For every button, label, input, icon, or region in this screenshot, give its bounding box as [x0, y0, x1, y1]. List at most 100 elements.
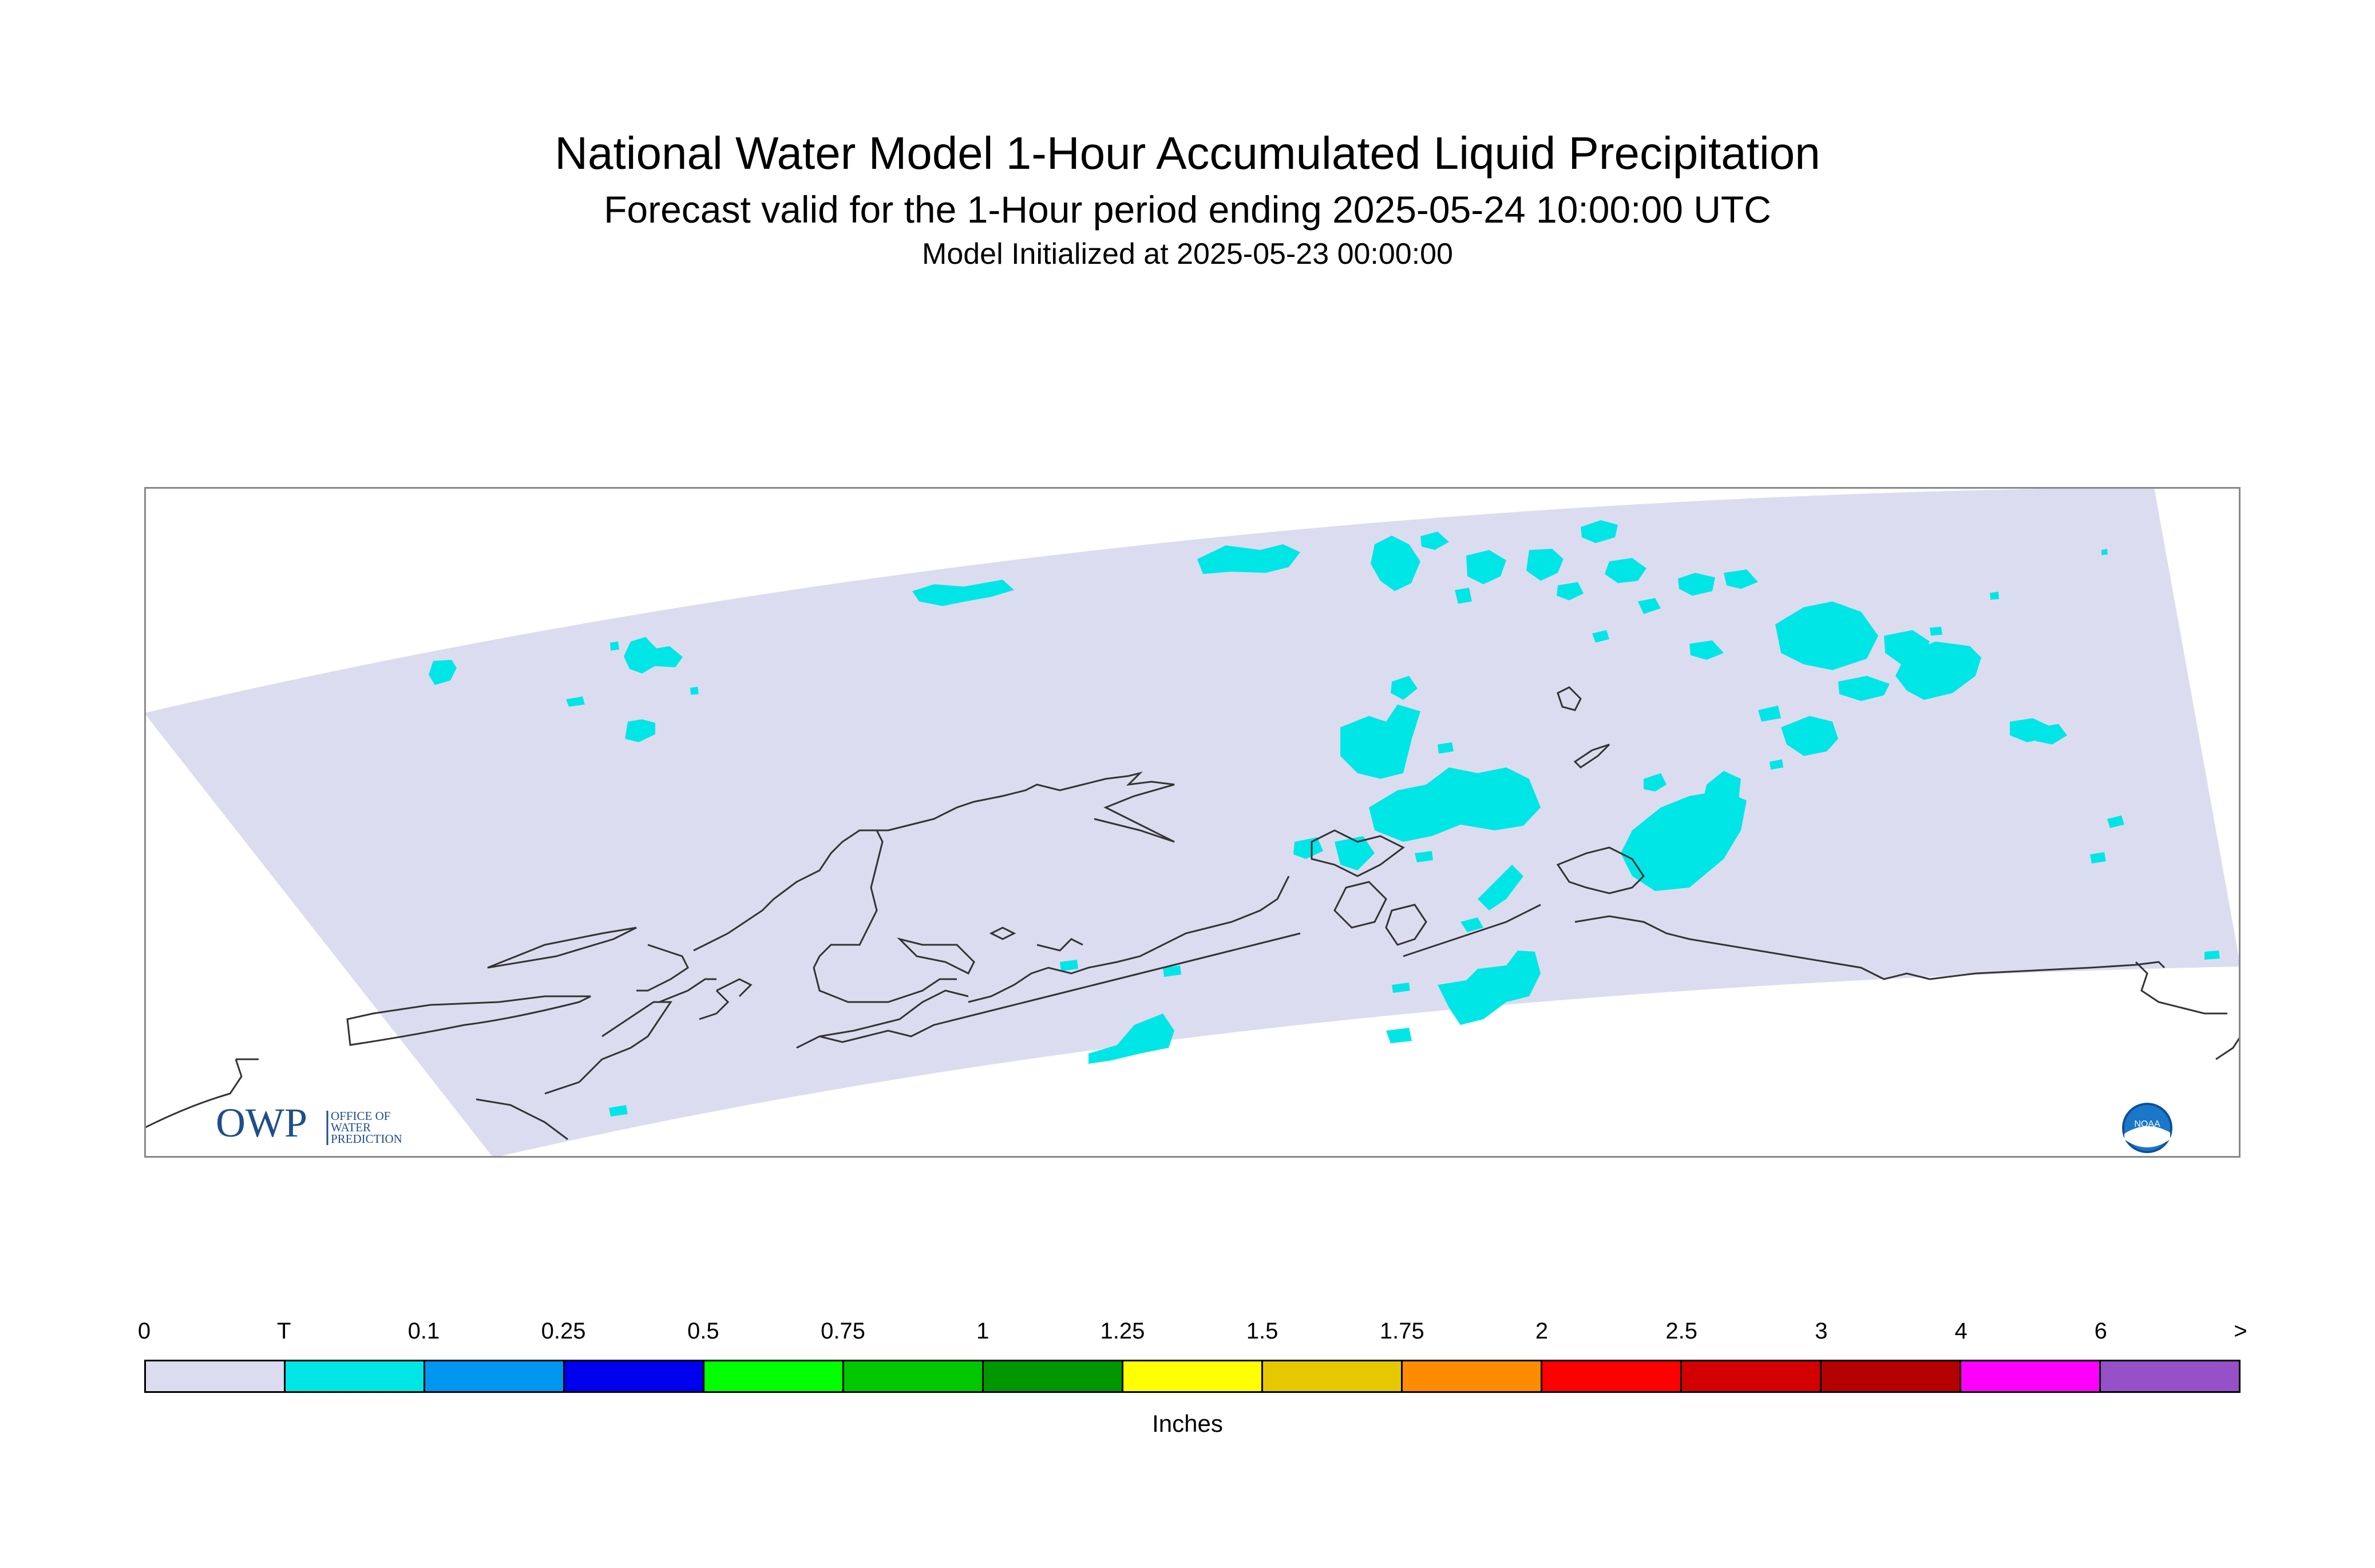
- legend-swatch: [565, 1361, 704, 1391]
- precip-cell: [1371, 536, 1420, 591]
- precip-cell: [1621, 790, 1747, 891]
- precip-cell: [1838, 676, 1890, 701]
- coastline: [1556, 846, 1645, 894]
- precip-cell: [624, 637, 683, 674]
- legend-tick-label: 2.5: [1665, 1318, 1697, 1344]
- coastline: [693, 771, 1175, 952]
- legend-tick-label: T: [276, 1318, 291, 1344]
- coastline: [476, 1098, 568, 1141]
- precip-cell: [1758, 706, 1781, 722]
- legend-swatch: [425, 1361, 565, 1391]
- coastline: [699, 989, 730, 1020]
- legend-tick-label: 3: [1815, 1318, 1828, 1344]
- precipitation-map: OWP OFFICE OF WATER PREDICTION NOAA: [144, 487, 2241, 1158]
- owp-line3: PREDICTION: [331, 1132, 402, 1146]
- model-init-line: Model Initialized at 2025-05-23 00:00:00: [922, 237, 1453, 271]
- precip-cell: [2204, 951, 2220, 960]
- legend-tick-label: 0.75: [821, 1318, 865, 1344]
- legend-tick-label: 1: [976, 1318, 989, 1344]
- precip-cell: [429, 660, 457, 685]
- coastline: [1573, 743, 1610, 769]
- precip-cell: [2101, 549, 2108, 555]
- coastline: [716, 978, 753, 997]
- coastline: [1385, 904, 1427, 946]
- precip-cell: [1420, 532, 1449, 550]
- legend-swatch: [704, 1361, 844, 1391]
- coastline: [1574, 915, 1930, 980]
- coastline: [487, 926, 637, 969]
- legend-units-label: Inches: [1152, 1410, 1223, 1437]
- coastlines: [144, 686, 2241, 1141]
- precip-cell: [1724, 569, 1758, 589]
- precip-cell: [2090, 852, 2106, 864]
- precip-cell: [1392, 983, 1410, 993]
- coastline: [1311, 829, 1405, 877]
- coastline: [2135, 961, 2227, 1015]
- precip-cell: [1526, 549, 1563, 581]
- map-frame: [144, 487, 2241, 1158]
- legend-swatch: [1263, 1361, 1403, 1391]
- precip-cell: [1895, 642, 1981, 700]
- coastline: [636, 944, 689, 992]
- noaa-logo: NOAA: [2122, 1103, 2172, 1153]
- precip-cell: [1340, 704, 1420, 779]
- coastline: [144, 1059, 243, 1129]
- precip-cell: [1990, 592, 1999, 600]
- precip-cell: [1391, 676, 1418, 700]
- precip-cell: [1415, 851, 1433, 862]
- legend-swatch: [1542, 1361, 1682, 1391]
- precip-cell: [690, 687, 699, 695]
- precip-cell: [1644, 773, 1667, 791]
- legend-bar: [144, 1360, 2241, 1393]
- precip-cell: [1605, 558, 1646, 583]
- precip-cell: [1466, 550, 1506, 584]
- precip-cell: [1775, 601, 1878, 670]
- precip-cell: [1455, 588, 1472, 604]
- coastline: [1036, 938, 1083, 952]
- legend-tick-label: 6: [2094, 1318, 2107, 1344]
- legend-tick-label: 0.5: [687, 1318, 719, 1344]
- precip-cell: [1592, 630, 1609, 643]
- legend-swatch: [844, 1361, 984, 1391]
- coastline: [819, 989, 969, 1038]
- coastline: [1403, 904, 1541, 957]
- legend-swatch: [1123, 1361, 1263, 1391]
- model-domain: [144, 487, 2241, 1158]
- precip-cell: [1678, 573, 1715, 596]
- legend-swatch: [1822, 1361, 1961, 1391]
- legend-tick-label: 4: [1954, 1318, 1968, 1344]
- precip-cell: [1781, 716, 1838, 756]
- precip-cell: [1581, 520, 1618, 543]
- precip-cell: [1460, 917, 1483, 932]
- legend-swatch: [1961, 1361, 2101, 1391]
- precip-cell: [1163, 965, 1181, 977]
- legend-swatch: [984, 1361, 1123, 1391]
- precip-cell: [1293, 837, 1323, 859]
- precip-cell: [912, 580, 1014, 606]
- coastline: [897, 937, 975, 975]
- precip-cell: [2107, 815, 2124, 828]
- owp-logo: OWP OFFICE OF WATER PREDICTION: [216, 1100, 402, 1146]
- precip-cell: [1638, 598, 1661, 614]
- legend-tick-label: 1.5: [1246, 1318, 1278, 1344]
- legend-tick-label: 0.1: [407, 1318, 440, 1344]
- coastline: [659, 978, 717, 1003]
- precip-cell: [1386, 1028, 1412, 1043]
- coastline: [1333, 881, 1387, 929]
- precip-cell: [609, 1105, 628, 1116]
- legend-tick-label: 1.25: [1100, 1318, 1145, 1344]
- legend-swatch: [286, 1361, 425, 1391]
- legend-tick-label: >: [2234, 1318, 2247, 1344]
- precip-cell: [2036, 724, 2067, 745]
- map-title: National Water Model 1-Hour Accumulated …: [555, 128, 1820, 179]
- precip-cell: [610, 642, 619, 651]
- legend-swatch: [146, 1361, 286, 1391]
- owp-line1: OFFICE OF: [331, 1109, 390, 1123]
- precip-cell: [1930, 627, 1942, 636]
- precip-cell: [1478, 865, 1523, 910]
- precip-cell: [1557, 582, 1584, 600]
- precip-cell: [1438, 742, 1454, 754]
- precip-cell: [566, 696, 585, 707]
- coastline: [968, 876, 1290, 1003]
- coastline: [796, 932, 1301, 1049]
